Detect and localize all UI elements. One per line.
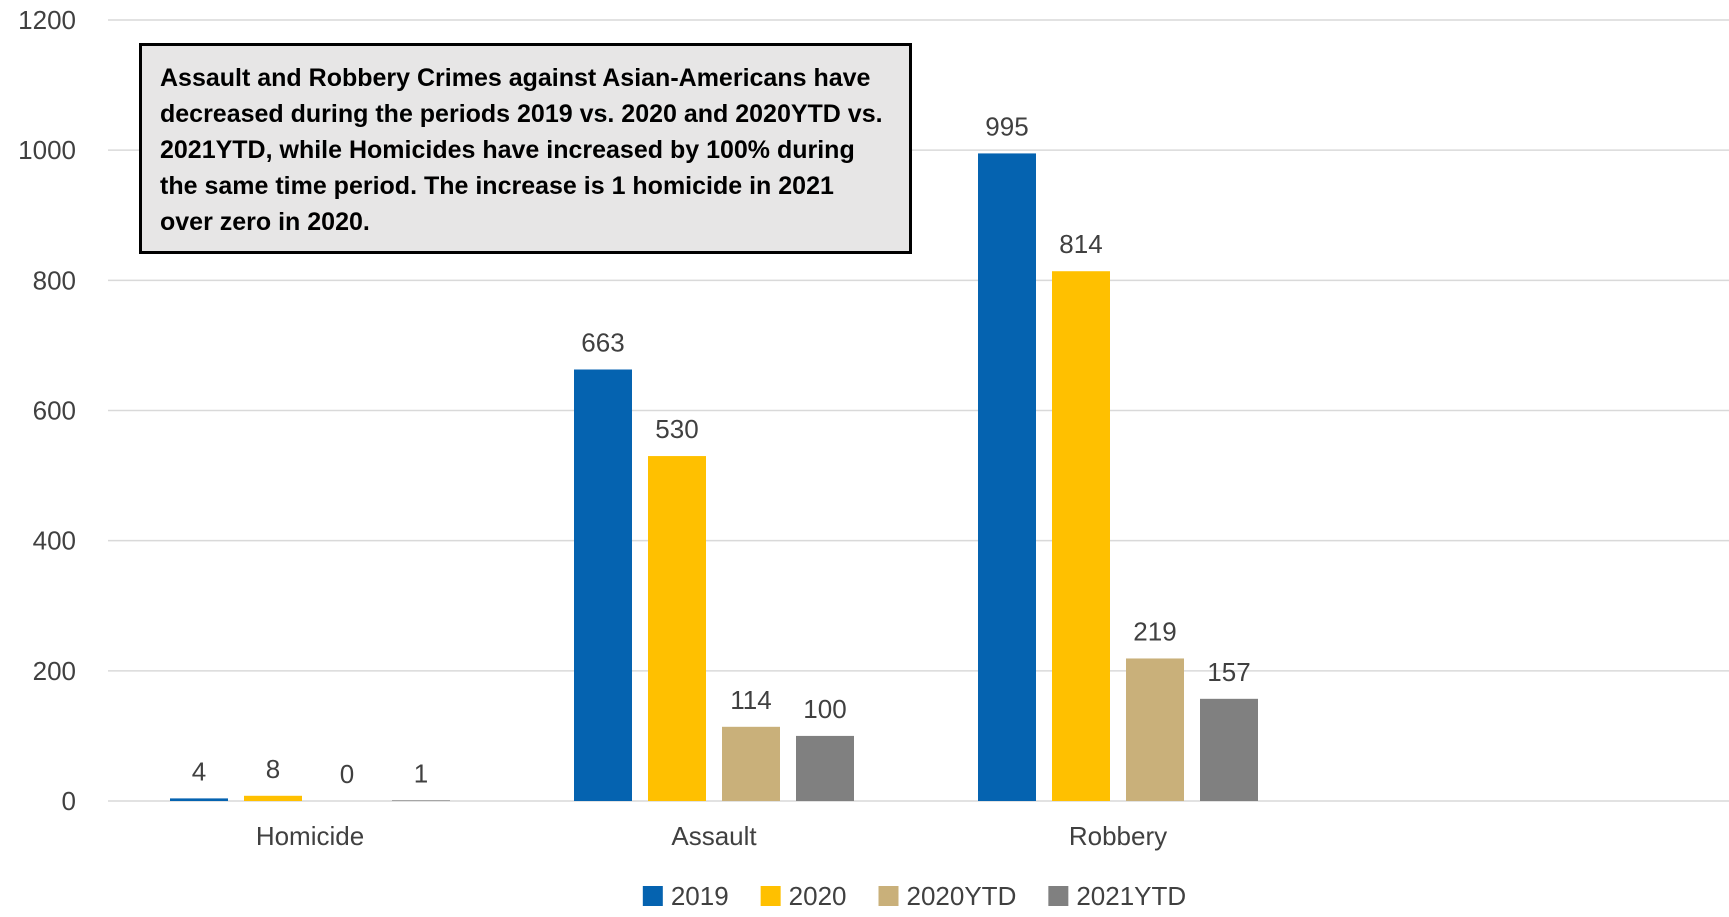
data-label: 814 <box>1059 229 1102 259</box>
y-tick-label: 0 <box>62 786 76 816</box>
legend-label: 2020YTD <box>907 881 1017 911</box>
bars <box>170 153 1258 801</box>
legend-swatch <box>1048 886 1069 906</box>
legend-swatch <box>878 886 899 906</box>
y-tick-label: 200 <box>33 656 76 686</box>
y-tick-label: 400 <box>33 526 76 556</box>
bar-homicide-2021ytd <box>392 800 450 801</box>
legend-label: 2019 <box>671 881 729 911</box>
bar-robbery-2019 <box>978 153 1036 801</box>
legend-swatch <box>760 886 781 906</box>
data-label: 4 <box>192 756 206 786</box>
bar-assault-2020 <box>648 456 706 801</box>
bar-robbery-2020ytd <box>1126 658 1184 801</box>
bar-homicide-2019 <box>170 798 228 801</box>
data-label: 0 <box>340 759 354 789</box>
bar-robbery-2020 <box>1052 271 1110 801</box>
y-axis-tick-labels: 0 200 400 600 800 1000 1200 <box>18 5 76 816</box>
data-label: 100 <box>803 694 846 724</box>
legend-label: 2020 <box>789 881 847 911</box>
data-label: 114 <box>730 685 771 715</box>
x-axis-tick-labels: Homicide Assault Robbery <box>256 821 1167 851</box>
data-label: 1 <box>414 758 428 788</box>
legend-swatch <box>642 886 663 906</box>
legend: 2019 2020 2020YTD 2021YTD <box>642 881 1186 911</box>
bar-robbery-2021ytd <box>1200 698 1258 801</box>
x-tick-label: Assault <box>671 821 757 851</box>
y-tick-label: 1200 <box>18 5 76 35</box>
bar-assault-2019 <box>574 369 632 801</box>
bar-homicide-2020 <box>244 795 302 801</box>
data-label: 995 <box>985 111 1028 141</box>
y-tick-label: 1000 <box>18 135 76 165</box>
annotation-text: Assault and Robbery Crimes against Asian… <box>160 64 883 236</box>
x-tick-label: Robbery <box>1069 821 1167 851</box>
data-label: 8 <box>266 754 280 784</box>
data-label: 663 <box>581 327 624 357</box>
data-label: 157 <box>1207 657 1250 687</box>
y-tick-label: 600 <box>33 396 76 426</box>
data-labels: 4 8 0 1 663 530 114 100 995 814 219 157 <box>192 111 1251 789</box>
y-tick-label: 800 <box>33 265 76 295</box>
data-label: 219 <box>1133 616 1176 646</box>
data-label: 530 <box>655 414 698 444</box>
x-tick-label: Homicide <box>256 821 364 851</box>
legend-label: 2021YTD <box>1076 881 1186 911</box>
bar-assault-2021ytd <box>796 735 854 801</box>
bar-assault-2020ytd <box>722 726 780 801</box>
annotation-callout: Assault and Robbery Crimes against Asian… <box>139 43 912 254</box>
